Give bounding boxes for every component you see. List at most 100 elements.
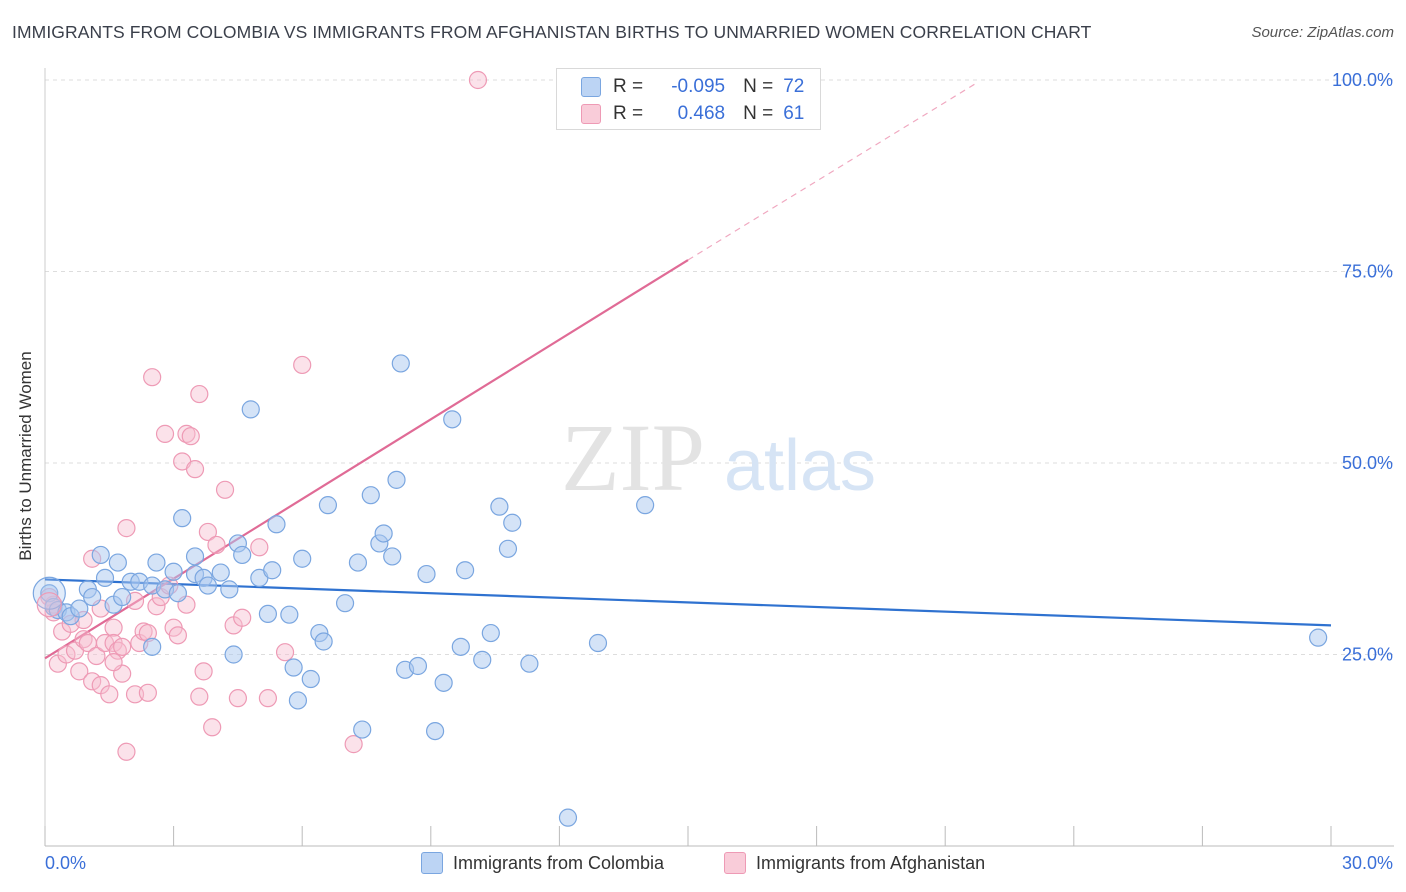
point-colombia (425, 721, 445, 741)
y-tick-label: 25.0% (1342, 645, 1393, 665)
point-colombia (233, 545, 252, 565)
point-colombia (280, 605, 299, 624)
point-colombia (520, 654, 539, 673)
legend-item-colombia[interactable]: Immigrants from Colombia (421, 852, 664, 874)
watermark: ZIP atlas (561, 404, 876, 511)
r-value-colombia: -0.095 (671, 76, 726, 97)
point-colombia (83, 587, 102, 607)
point-colombia (374, 524, 393, 543)
point-colombia (241, 400, 260, 419)
point-afghanistan-cluster (36, 592, 62, 618)
y-tick-label: 50.0% (1342, 453, 1393, 473)
point-afghanistan (194, 662, 213, 681)
point-colombia (353, 720, 372, 739)
point-colombia (95, 568, 115, 588)
point-afghanistan (117, 742, 136, 761)
n-value-colombia: 72 (783, 76, 805, 97)
axes (44, 68, 1394, 847)
n-value-afghanistan: 61 (783, 103, 805, 124)
point-afghanistan (100, 685, 119, 704)
point-colombia (348, 553, 368, 572)
point-afghanistan (57, 645, 76, 664)
point-colombia (185, 547, 205, 566)
point-colombia (173, 509, 192, 528)
point-colombia (267, 515, 286, 534)
point-afghanistan (181, 427, 200, 446)
n-label: N = (743, 76, 774, 97)
colombia-swatch (581, 77, 601, 97)
point-afghanistan (258, 689, 278, 708)
x-tick-label-min: 0.0% (45, 853, 86, 873)
chart-title: IMMIGRANTS FROM COLOMBIA VS IMMIGRANTS F… (12, 22, 1092, 42)
point-afghanistan (104, 653, 123, 672)
point-afghanistan (228, 689, 247, 708)
y-tick-label: 75.0% (1342, 262, 1393, 282)
point-afghanistan (468, 70, 488, 90)
point-afghanistan (203, 718, 222, 737)
point-colombia (498, 539, 518, 558)
point-afghanistan (70, 662, 89, 681)
point-afghanistan (138, 683, 157, 702)
point-colombia (451, 637, 470, 656)
stat-row-afghanistan: R = 0.468 N = 61 (581, 101, 804, 127)
point-afghanistan (215, 480, 235, 499)
point-colombia (258, 604, 278, 624)
r-label: R = (613, 76, 644, 97)
point-colombia (408, 656, 428, 676)
point-afghanistan (344, 735, 363, 754)
point-colombia (481, 623, 500, 643)
point-colombia (443, 410, 462, 429)
point-colombia (224, 645, 243, 664)
trend-extension-afghanistan (687, 83, 976, 261)
point-colombia (391, 354, 410, 373)
point-colombia (220, 580, 239, 599)
point-colombia (113, 587, 132, 607)
point-afghanistan (143, 368, 162, 387)
point-afghanistan (233, 608, 252, 627)
point-colombia (473, 650, 492, 669)
point-colombia (503, 513, 522, 532)
point-colombia (147, 553, 166, 572)
trend-line-colombia (44, 578, 1332, 627)
legend-item-afghanistan[interactable]: Immigrants from Afghanistan (724, 852, 985, 874)
point-afghanistan (83, 672, 102, 691)
point-colombia (301, 669, 320, 689)
legend-label-afghanistan: Immigrants from Afghanistan (756, 852, 986, 873)
point-afghanistan (147, 597, 166, 616)
legend-label-colombia: Immigrants from Colombia (453, 852, 665, 873)
n-label: N = (743, 103, 774, 124)
point-afghanistan (293, 355, 312, 375)
legend-swatch-colombia (421, 852, 443, 874)
data-points (32, 70, 1328, 827)
y-axis-label: Births to Unmarried Women (16, 351, 35, 560)
point-colombia (314, 632, 333, 651)
point-colombia (383, 547, 402, 566)
point-colombia (636, 496, 655, 515)
point-afghanistan (155, 424, 175, 443)
source-label: Source: ZipAtlas.com (1251, 24, 1394, 41)
gridlines (45, 79, 1394, 655)
point-colombia (198, 576, 217, 595)
point-afghanistan (275, 643, 295, 662)
point-afghanistan (207, 535, 226, 555)
point-afghanistan (250, 538, 269, 557)
point-colombia (490, 497, 509, 516)
point-colombia (361, 486, 380, 505)
watermark-atlas: atlas (724, 426, 876, 506)
point-colombia (91, 545, 110, 565)
point-colombia (1309, 628, 1328, 647)
point-afghanistan (117, 519, 136, 538)
point-afghanistan (104, 618, 123, 637)
point-colombia (143, 637, 162, 656)
point-colombia (293, 549, 312, 568)
point-colombia (70, 599, 89, 618)
point-colombia (335, 594, 355, 613)
point-colombia (108, 553, 127, 572)
point-afghanistan (190, 687, 209, 706)
watermark-zip: ZIP (561, 404, 705, 511)
r-label: R = (613, 103, 644, 124)
point-colombia (288, 691, 308, 710)
point-afghanistan (113, 637, 132, 656)
trend-lines (44, 83, 1332, 660)
point-colombia (387, 470, 406, 489)
